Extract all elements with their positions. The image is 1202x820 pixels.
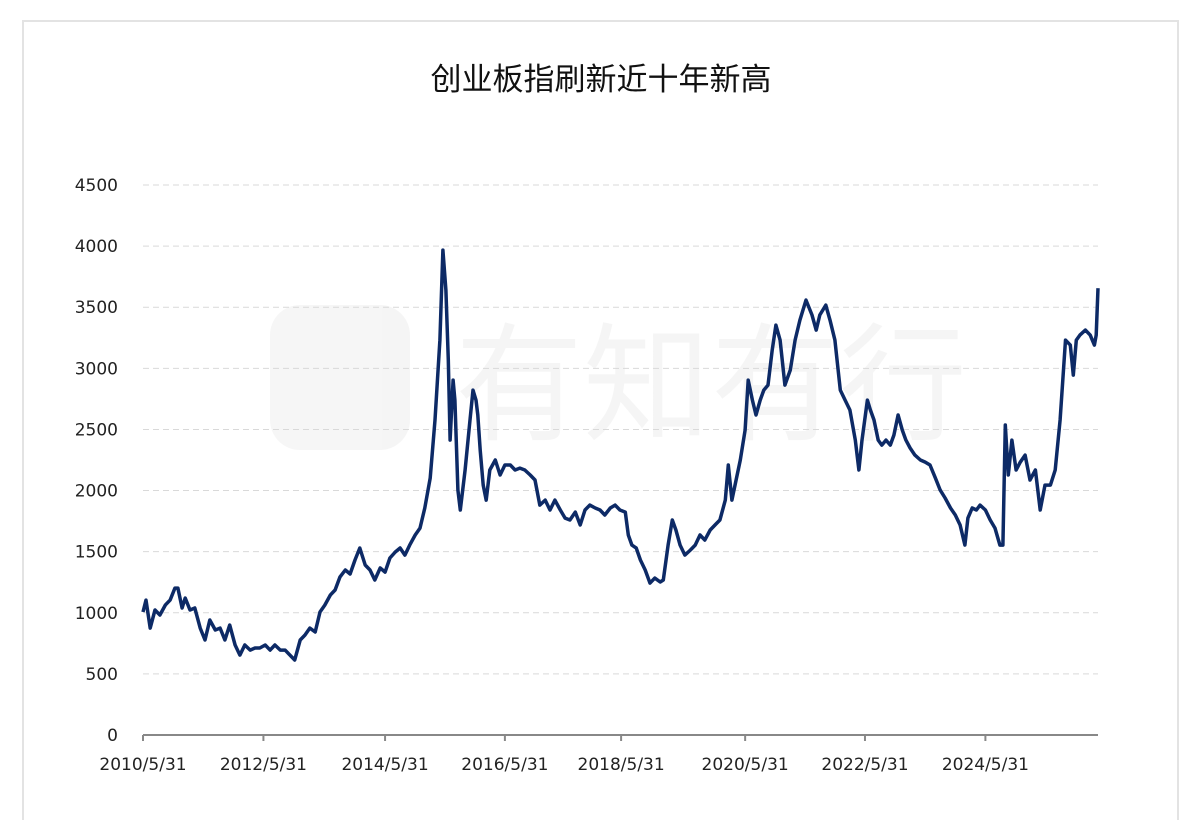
x-tick-label: 2022/5/31 xyxy=(821,755,908,775)
x-tick-label: 2016/5/31 xyxy=(461,755,548,775)
chart-title: 创业板指刷新近十年新高 xyxy=(430,62,772,98)
watermark-text: 有知有行 xyxy=(455,312,967,461)
y-tick-label: 2500 xyxy=(75,420,118,440)
x-tick-label: 2020/5/31 xyxy=(702,755,789,775)
y-tick-label: 3500 xyxy=(75,298,118,318)
y-tick-label: 3000 xyxy=(75,359,118,379)
x-tick-label: 2012/5/31 xyxy=(220,755,307,775)
y-tick-label: 2000 xyxy=(75,482,118,502)
y-tick-label: 0 xyxy=(107,726,118,746)
x-tick-label: 2010/5/31 xyxy=(99,755,186,775)
y-tick-label: 4500 xyxy=(75,176,118,196)
series-line xyxy=(141,248,1100,662)
x-tick-label: 2024/5/31 xyxy=(942,755,1029,775)
watermark-logo-icon xyxy=(270,305,410,450)
y-tick-label: 500 xyxy=(86,665,118,685)
x-tick-label: 2014/5/31 xyxy=(341,755,428,775)
y-tick-label: 1500 xyxy=(75,543,118,563)
y-tick-label: 4000 xyxy=(75,237,118,257)
x-tick-label: 2018/5/31 xyxy=(578,755,665,775)
line-chart: 有知有行 0 500 1000 1500 2000 2500 3000 3500 4000 450… xyxy=(75,176,1100,775)
y-tick-label: 1000 xyxy=(75,604,118,624)
chart-card xyxy=(22,20,1179,820)
